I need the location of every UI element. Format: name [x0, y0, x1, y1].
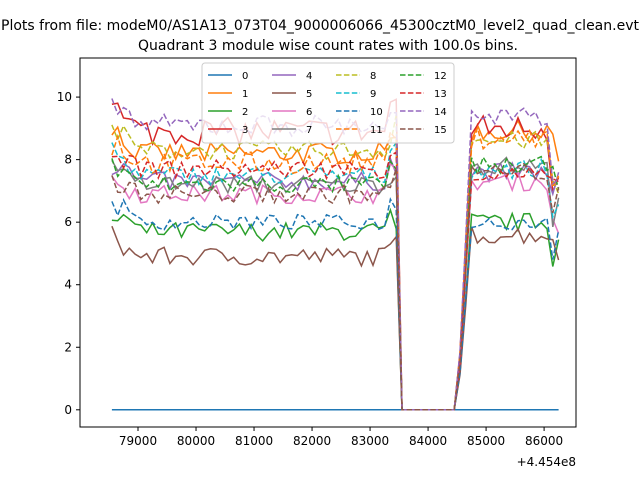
legend-label-12: 12 [434, 71, 447, 82]
y-tick-label-6: 6 [64, 215, 72, 229]
x-tick-label-86000: 86000 [525, 434, 563, 448]
legend-label-4: 4 [306, 71, 312, 82]
y-tick-label-2: 2 [64, 340, 72, 354]
legend-frame [201, 62, 455, 144]
y-tick-label-8: 8 [64, 153, 72, 167]
series-line-10 [111, 197, 560, 411]
y-tick-label-0: 0 [64, 403, 72, 417]
x-tick-label-84000: 84000 [409, 434, 447, 448]
legend-label-8: 8 [370, 71, 376, 82]
series-line-15 [111, 162, 560, 411]
x-tick-label-81000: 81000 [235, 434, 273, 448]
legend-label-3: 3 [242, 125, 248, 136]
series-layer [111, 98, 560, 411]
x-tick-label-80000: 80000 [177, 434, 215, 448]
legend-label-9: 9 [370, 89, 376, 100]
legend-label-5: 5 [306, 89, 312, 100]
legend-label-0: 0 [242, 71, 248, 82]
series-line-8 [111, 114, 560, 411]
legend-label-2: 2 [242, 107, 248, 118]
x-tick-label-83000: 83000 [351, 434, 389, 448]
legend-label-15: 15 [434, 125, 447, 136]
legend-label-6: 6 [306, 107, 312, 118]
x-tick-label-82000: 82000 [293, 434, 331, 448]
series-line-9 [111, 140, 560, 411]
y-tick-label-4: 4 [64, 278, 72, 292]
series-line-12 [111, 155, 560, 411]
y-tick-label-10: 10 [57, 90, 72, 104]
series-line-7 [111, 156, 560, 411]
figure-suptitle: Plots from file: modeM0/AS1A13_073T04_90… [1, 18, 639, 34]
legend-label-11: 11 [370, 125, 383, 136]
legend-label-10: 10 [370, 107, 383, 118]
legend-label-7: 7 [306, 125, 312, 136]
x-offset-label: +4.454e8 [517, 455, 576, 469]
plot-frame [79, 57, 577, 428]
x-tick-label-79000: 79000 [119, 434, 157, 448]
series-line-11 [111, 125, 560, 411]
series-line-2 [111, 207, 560, 411]
series-line-5 [111, 225, 560, 411]
legend-label-1: 1 [242, 89, 248, 100]
chart-title: Quadrant 3 module wise count rates with … [138, 38, 518, 54]
legend-label-14: 14 [434, 107, 447, 118]
series-line-13 [111, 151, 559, 411]
x-tick-label-85000: 85000 [467, 434, 505, 448]
series-line-6 [111, 161, 560, 411]
axis-layer: 79000 80000 81000 82000 83000 84000 85000 86000… [57, 90, 563, 448]
legend-label-13: 13 [434, 89, 447, 100]
